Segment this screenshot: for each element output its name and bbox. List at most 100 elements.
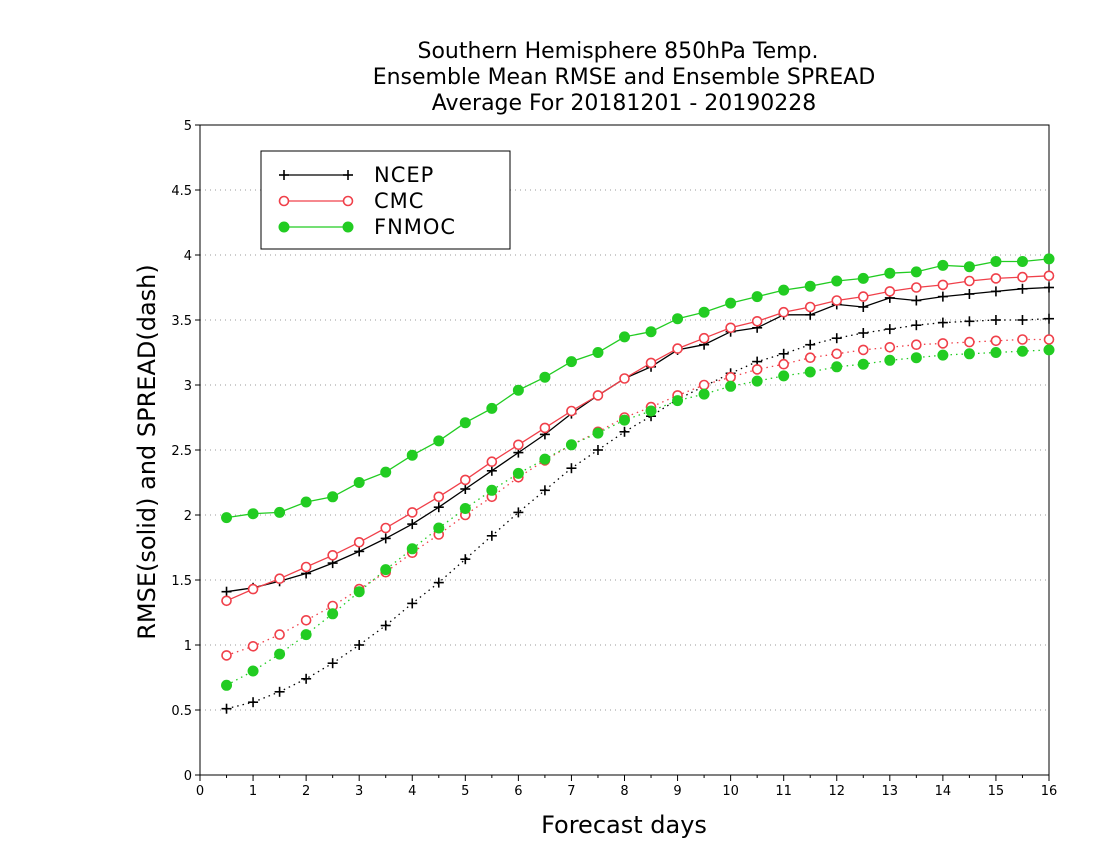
data-point-cmc-spread bbox=[274, 629, 285, 640]
data-point-fnmoc-rmse bbox=[804, 280, 816, 292]
data-point-cmc-spread bbox=[751, 364, 763, 375]
data-point-fnmoc-spread bbox=[539, 453, 551, 465]
data-point-fnmoc-spread bbox=[751, 375, 763, 387]
data-point-fnmoc-rmse bbox=[619, 331, 630, 343]
x-tick-label: 2 bbox=[302, 784, 310, 799]
data-point-cmc-rmse bbox=[221, 595, 232, 607]
data-point-fnmoc-rmse bbox=[857, 272, 869, 284]
data-point-cmc-spread bbox=[221, 650, 232, 661]
x-tick-label: 10 bbox=[722, 784, 739, 799]
data-point-cmc-rmse bbox=[1017, 271, 1028, 283]
data-point-cmc-spread bbox=[725, 371, 736, 383]
data-point-fnmoc-rmse bbox=[751, 291, 763, 303]
data-point-ncep-rmse bbox=[858, 302, 869, 312]
data-point-ncep-spread bbox=[805, 339, 816, 350]
data-point-cmc-rmse bbox=[566, 405, 577, 417]
x-tick-label: 9 bbox=[673, 784, 681, 799]
data-point-cmc-rmse bbox=[831, 295, 843, 306]
data-point-fnmoc-spread bbox=[910, 352, 922, 364]
data-point-cmc-rmse bbox=[513, 439, 524, 451]
data-point-cmc-spread bbox=[911, 339, 922, 351]
series-line-fnmoc-rmse bbox=[226, 258, 1050, 519]
series-line-cmc-rmse bbox=[226, 275, 1050, 602]
data-point-fnmoc-spread bbox=[592, 427, 604, 439]
legend-entry-ncep: NCEP bbox=[279, 163, 434, 187]
x-tick-label: 3 bbox=[355, 784, 363, 799]
y-tick-label: 1 bbox=[184, 639, 192, 654]
title-line-2: Ensemble Mean RMSE and Ensemble SPREAD bbox=[373, 65, 876, 90]
data-point-cmc-spread bbox=[964, 336, 975, 348]
data-point-ncep-spread bbox=[566, 463, 577, 474]
data-point-fnmoc-spread bbox=[433, 522, 445, 534]
data-point-ncep-spread bbox=[513, 507, 524, 518]
data-point-fnmoc-spread bbox=[565, 439, 577, 451]
x-axis-label: Forecast days bbox=[541, 811, 707, 839]
data-point-fnmoc-rmse bbox=[327, 491, 339, 503]
data-point-fnmoc-rmse bbox=[512, 384, 524, 396]
data-point-ncep-rmse bbox=[380, 533, 391, 544]
data-point-ncep-spread bbox=[327, 658, 338, 669]
x-tick-label: 12 bbox=[828, 784, 845, 799]
x-tick-label: 11 bbox=[775, 784, 792, 799]
data-point-cmc-rmse bbox=[751, 315, 763, 327]
data-point-ncep-rmse bbox=[964, 289, 975, 299]
data-point-fnmoc-rmse bbox=[963, 261, 975, 273]
y-axis-label: RMSE(solid) and SPREAD(dash) bbox=[133, 264, 161, 640]
data-point-cmc-rmse bbox=[433, 491, 445, 503]
series-line-ncep-spread bbox=[226, 318, 1050, 710]
data-point-ncep-spread bbox=[301, 673, 312, 684]
data-point-cmc-spread bbox=[990, 335, 1002, 347]
data-point-fnmoc-spread bbox=[619, 414, 630, 426]
title-line-3: Average For 20181201 - 20190228 bbox=[432, 91, 817, 116]
data-point-ncep-rmse bbox=[911, 295, 922, 306]
data-point-fnmoc-rmse bbox=[221, 512, 233, 524]
data-point-cmc-rmse bbox=[964, 275, 975, 287]
data-point-fnmoc-spread bbox=[804, 366, 816, 378]
data-point-fnmoc-rmse bbox=[831, 275, 843, 287]
data-point-cmc-spread bbox=[857, 344, 869, 356]
y-tick-label: 2.5 bbox=[171, 444, 192, 459]
data-point-fnmoc-rmse bbox=[1016, 256, 1028, 267]
data-point-ncep-rmse bbox=[1044, 282, 1054, 293]
data-point-cmc-rmse bbox=[539, 422, 551, 434]
data-point-cmc-rmse bbox=[778, 306, 789, 318]
data-point-fnmoc-rmse bbox=[937, 259, 949, 271]
y-tick-label: 0 bbox=[184, 769, 192, 784]
data-point-fnmoc-rmse bbox=[592, 347, 604, 358]
legend-entry-fnmoc: FNMOC bbox=[278, 215, 456, 239]
series bbox=[221, 253, 1055, 714]
x-tick-label: 4 bbox=[408, 784, 416, 799]
legend-marker-start bbox=[278, 221, 290, 233]
data-point-fnmoc-rmse bbox=[539, 371, 551, 383]
axis-ticks: 00.511.522.533.544.550 1 2 3 4 5 6 7 8 9 10 11 12 13 1… bbox=[171, 119, 1057, 799]
data-point-cmc-rmse bbox=[804, 301, 816, 313]
data-point-ncep-spread bbox=[831, 333, 842, 344]
data-point-fnmoc-spread bbox=[300, 629, 312, 641]
data-point-cmc-rmse bbox=[619, 373, 630, 384]
data-point-fnmoc-spread bbox=[963, 348, 975, 360]
data-point-cmc-rmse bbox=[380, 522, 392, 534]
data-point-cmc-spread bbox=[698, 379, 710, 391]
data-point-fnmoc-rmse bbox=[274, 506, 286, 518]
data-point-ncep-spread bbox=[1044, 313, 1054, 324]
x-tick-label: 8 bbox=[620, 784, 628, 799]
data-point-ncep-spread bbox=[911, 320, 922, 331]
data-point-cmc-rmse bbox=[460, 474, 471, 486]
data-point-fnmoc-rmse bbox=[672, 313, 684, 325]
data-point-cmc-rmse bbox=[274, 573, 285, 585]
data-point-fnmoc-rmse bbox=[353, 477, 365, 488]
series-fnmoc-spread bbox=[221, 344, 1055, 691]
data-point-fnmoc-spread bbox=[221, 679, 233, 691]
data-point-fnmoc-spread bbox=[778, 370, 790, 382]
y-tick-label: 5 bbox=[184, 119, 192, 134]
data-point-ncep-rmse bbox=[990, 286, 1001, 297]
data-point-ncep-rmse bbox=[354, 546, 365, 557]
data-point-fnmoc-rmse bbox=[884, 267, 896, 279]
legend-label: CMC bbox=[374, 189, 424, 213]
data-point-fnmoc-rmse bbox=[725, 297, 737, 309]
legend-label: FNMOC bbox=[374, 215, 456, 239]
legend-label: NCEP bbox=[374, 163, 434, 187]
data-point-fnmoc-spread bbox=[327, 608, 339, 620]
